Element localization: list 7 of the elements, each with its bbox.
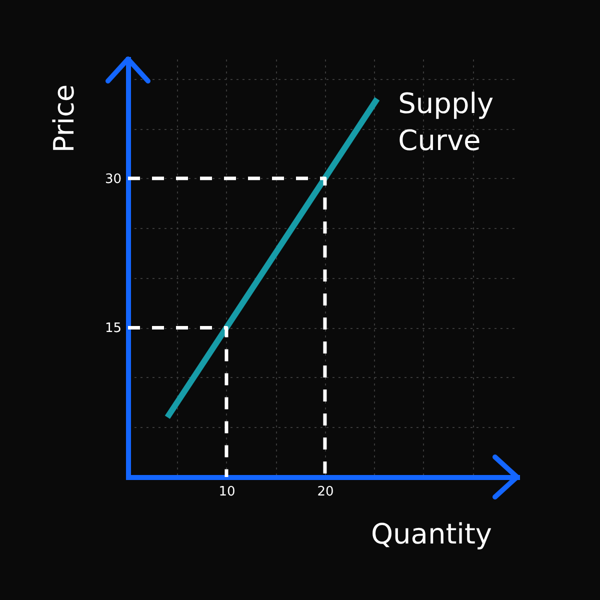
y-tick-label: 15 bbox=[104, 321, 122, 336]
x-tick-label: 10 bbox=[218, 484, 236, 500]
y-tick-label: 30 bbox=[104, 172, 122, 187]
x-axis-title: Quantity bbox=[371, 518, 492, 550]
series-label: Supply Curve bbox=[398, 86, 494, 157]
x-tick-label: 20 bbox=[317, 484, 334, 500]
y-axis-title: Price bbox=[48, 84, 80, 153]
